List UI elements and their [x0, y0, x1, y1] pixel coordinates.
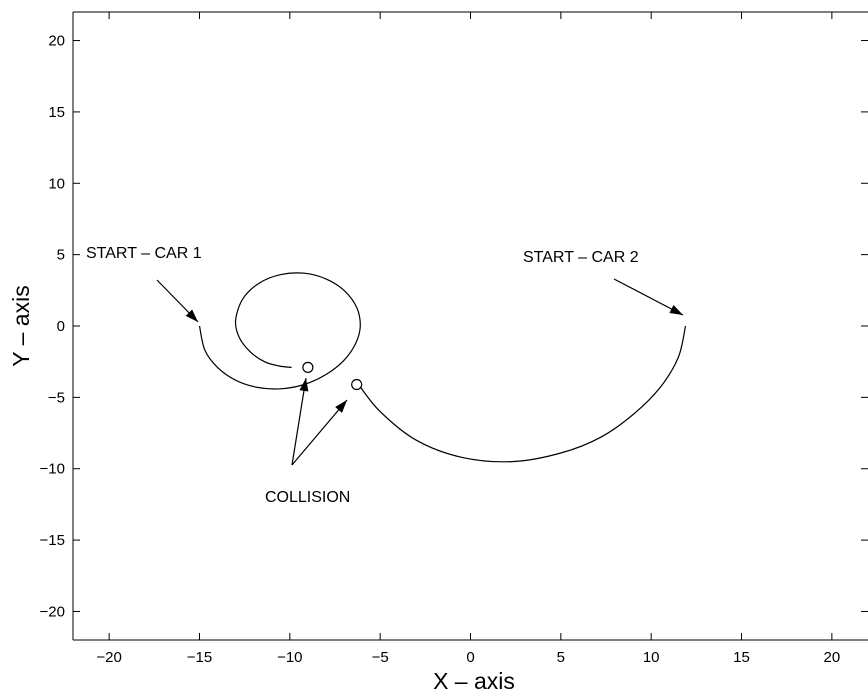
arrow-start-car-1-head	[185, 309, 198, 322]
annotation-arrows	[156, 278, 684, 466]
x-tick-label: 20	[824, 649, 841, 666]
collision-markers	[302, 361, 363, 391]
x-axis-title: X – axis	[433, 668, 515, 692]
x-tick-label: 5	[557, 649, 565, 666]
arrow-collision-1-shaft	[291, 377, 307, 466]
y-tick-label: 15	[48, 104, 65, 121]
trajectory-car-2	[358, 325, 687, 463]
annotation-collision: COLLISION	[265, 489, 350, 506]
x-tick-label: 0	[466, 649, 474, 666]
x-tick-label: −20	[96, 649, 121, 666]
annotation-start-car-1: START – CAR 1	[86, 245, 202, 262]
arrow-start-car-1	[156, 279, 199, 323]
annotation-start-car-2: START – CAR 2	[523, 249, 639, 266]
arrow-start-car-2	[613, 278, 684, 316]
arrow-start-car-2-head	[669, 304, 683, 315]
y-tick-label: −15	[40, 532, 65, 549]
trajectory-car-1	[198, 272, 361, 390]
x-tick-label: −15	[187, 649, 212, 666]
y-tick-label: 10	[48, 175, 65, 192]
y-tick-label: 5	[57, 247, 65, 264]
x-tick-label: 10	[643, 649, 660, 666]
collision-marker-2	[351, 378, 363, 391]
arrow-collision-1-head	[299, 378, 309, 392]
arrow-collision-1	[291, 377, 309, 466]
arrow-collision-2-shaft	[291, 399, 348, 466]
x-tick-label: −10	[277, 649, 302, 666]
collision-marker-1	[302, 361, 314, 373]
arrow-collision-2-head	[335, 400, 347, 413]
ticks: −20 −15 −10 −5 0 5 10 15 20 20 15 10 5 0 −5 −10 −15 −20	[40, 12, 868, 666]
trajectories	[198, 272, 687, 463]
y-tick-label: −10	[40, 461, 65, 478]
x-tick-label: 15	[733, 649, 750, 666]
y-tick-label: 0	[57, 318, 65, 335]
plot-area	[73, 12, 868, 640]
arrow-collision-2	[291, 399, 348, 466]
y-tick-label: −20	[40, 603, 65, 620]
x-tick-label: −5	[372, 649, 389, 666]
y-axis-title: Y – axis	[8, 285, 34, 366]
y-tick-label: 20	[48, 33, 65, 50]
y-tick-label: −5	[48, 389, 65, 406]
